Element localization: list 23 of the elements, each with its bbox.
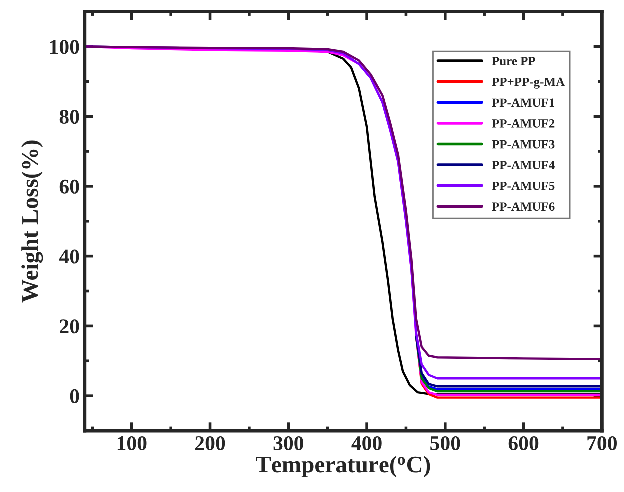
- legend-label: PP-AMUF4: [492, 161, 555, 170]
- x-tick-label: 500: [430, 436, 460, 451]
- legend-label: PP-AMUF2: [492, 120, 555, 128]
- y-tick-label: 0: [70, 389, 80, 404]
- x-tick-label: 200: [196, 436, 226, 451]
- y-tick-label: 60: [60, 180, 80, 194]
- x-tick-label: 600: [508, 436, 539, 451]
- x-tick-label: 400: [352, 436, 382, 451]
- x-tick-label: 700: [588, 436, 617, 451]
- legend-label: PP-AMUF6: [492, 202, 555, 212]
- x-tick-label: 100: [118, 436, 147, 451]
- y-tick-label: 100: [50, 40, 80, 54]
- y-tick-label: 20: [60, 320, 80, 334]
- legend-label: PP-AMUF1: [492, 98, 555, 108]
- x-axis-title: Temperature($^{o}$C): [256, 456, 430, 478]
- x-tick-label: 300: [274, 436, 304, 451]
- legend-label: Pure PP: [492, 57, 536, 66]
- legend-label: PP-AMUF3: [492, 140, 555, 149]
- y-axis-title: Weight Loss(%): [22, 140, 44, 303]
- legend-label: PP+PP-g-MA: [492, 78, 565, 89]
- y-tick-label: 80: [60, 110, 80, 124]
- legend-label: PP-AMUF5: [492, 182, 555, 190]
- y-tick-label: 40: [59, 250, 80, 264]
